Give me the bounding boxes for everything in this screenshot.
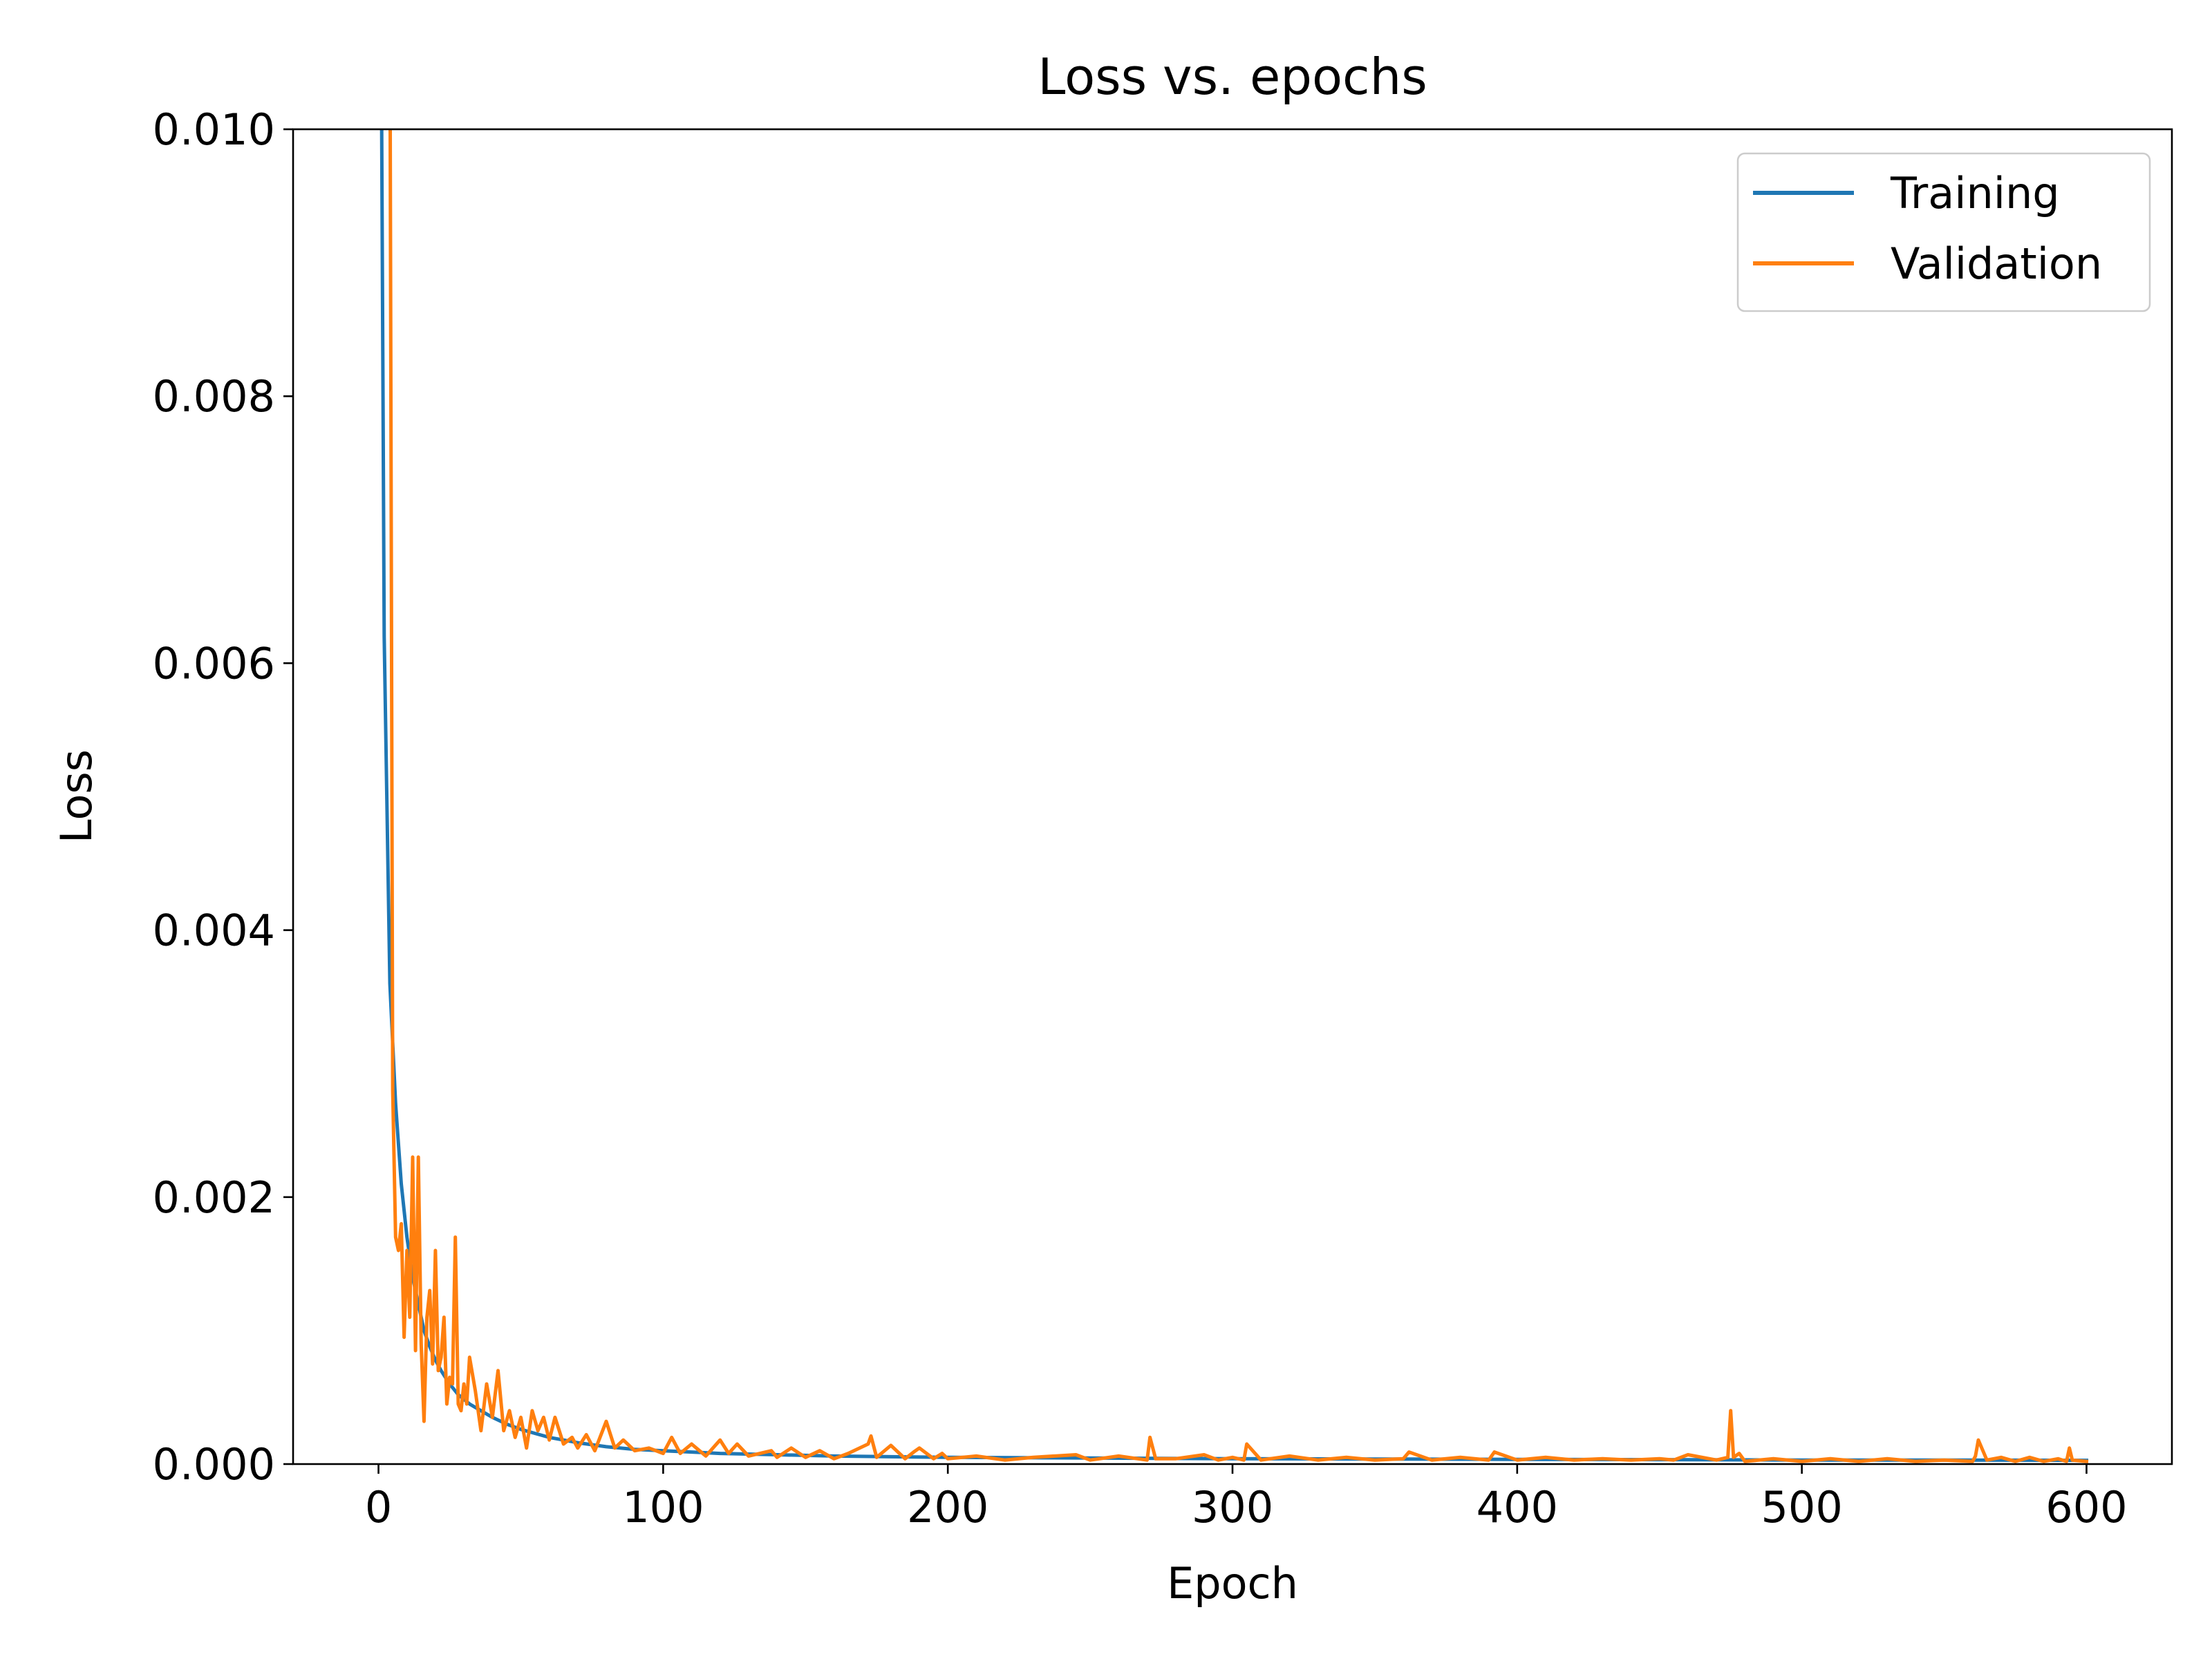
legend-label-validation: Validation [1891,238,2102,289]
y-tick-label: 0.006 [153,638,276,688]
series-line-validation [388,129,2089,1463]
legend: Training Validation [1736,152,2151,312]
x-axis-label: Epoch [1167,1558,1298,1609]
x-tick-label: 400 [1477,1482,1558,1533]
x-tick-label: 600 [2045,1482,2127,1533]
chart-title: Loss vs. epochs [1038,48,1427,106]
y-tick-label: 0.002 [153,1172,276,1223]
x-tick-label: 300 [1192,1482,1273,1533]
plot-area [293,129,2172,1464]
y-axis-label: Loss [51,749,102,843]
y-tick-label: 0.004 [153,906,276,956]
legend-label-training: Training [1890,168,2060,218]
y-axis-ticks: 0.000 0.002 0.004 0.006 0.008 0.010 [153,104,293,1490]
y-tick-label: 0.008 [153,371,276,422]
y-tick-label: 0.000 [153,1439,276,1490]
series-layer [379,129,2089,1463]
x-tick-label: 200 [907,1482,988,1533]
x-axis-ticks: 0 100 200 300 400 500 600 [365,1464,2128,1533]
x-tick-label: 100 [622,1482,704,1533]
y-tick-label: 0.010 [153,104,276,155]
x-tick-label: 0 [365,1482,392,1533]
x-tick-label: 500 [1761,1482,1842,1533]
